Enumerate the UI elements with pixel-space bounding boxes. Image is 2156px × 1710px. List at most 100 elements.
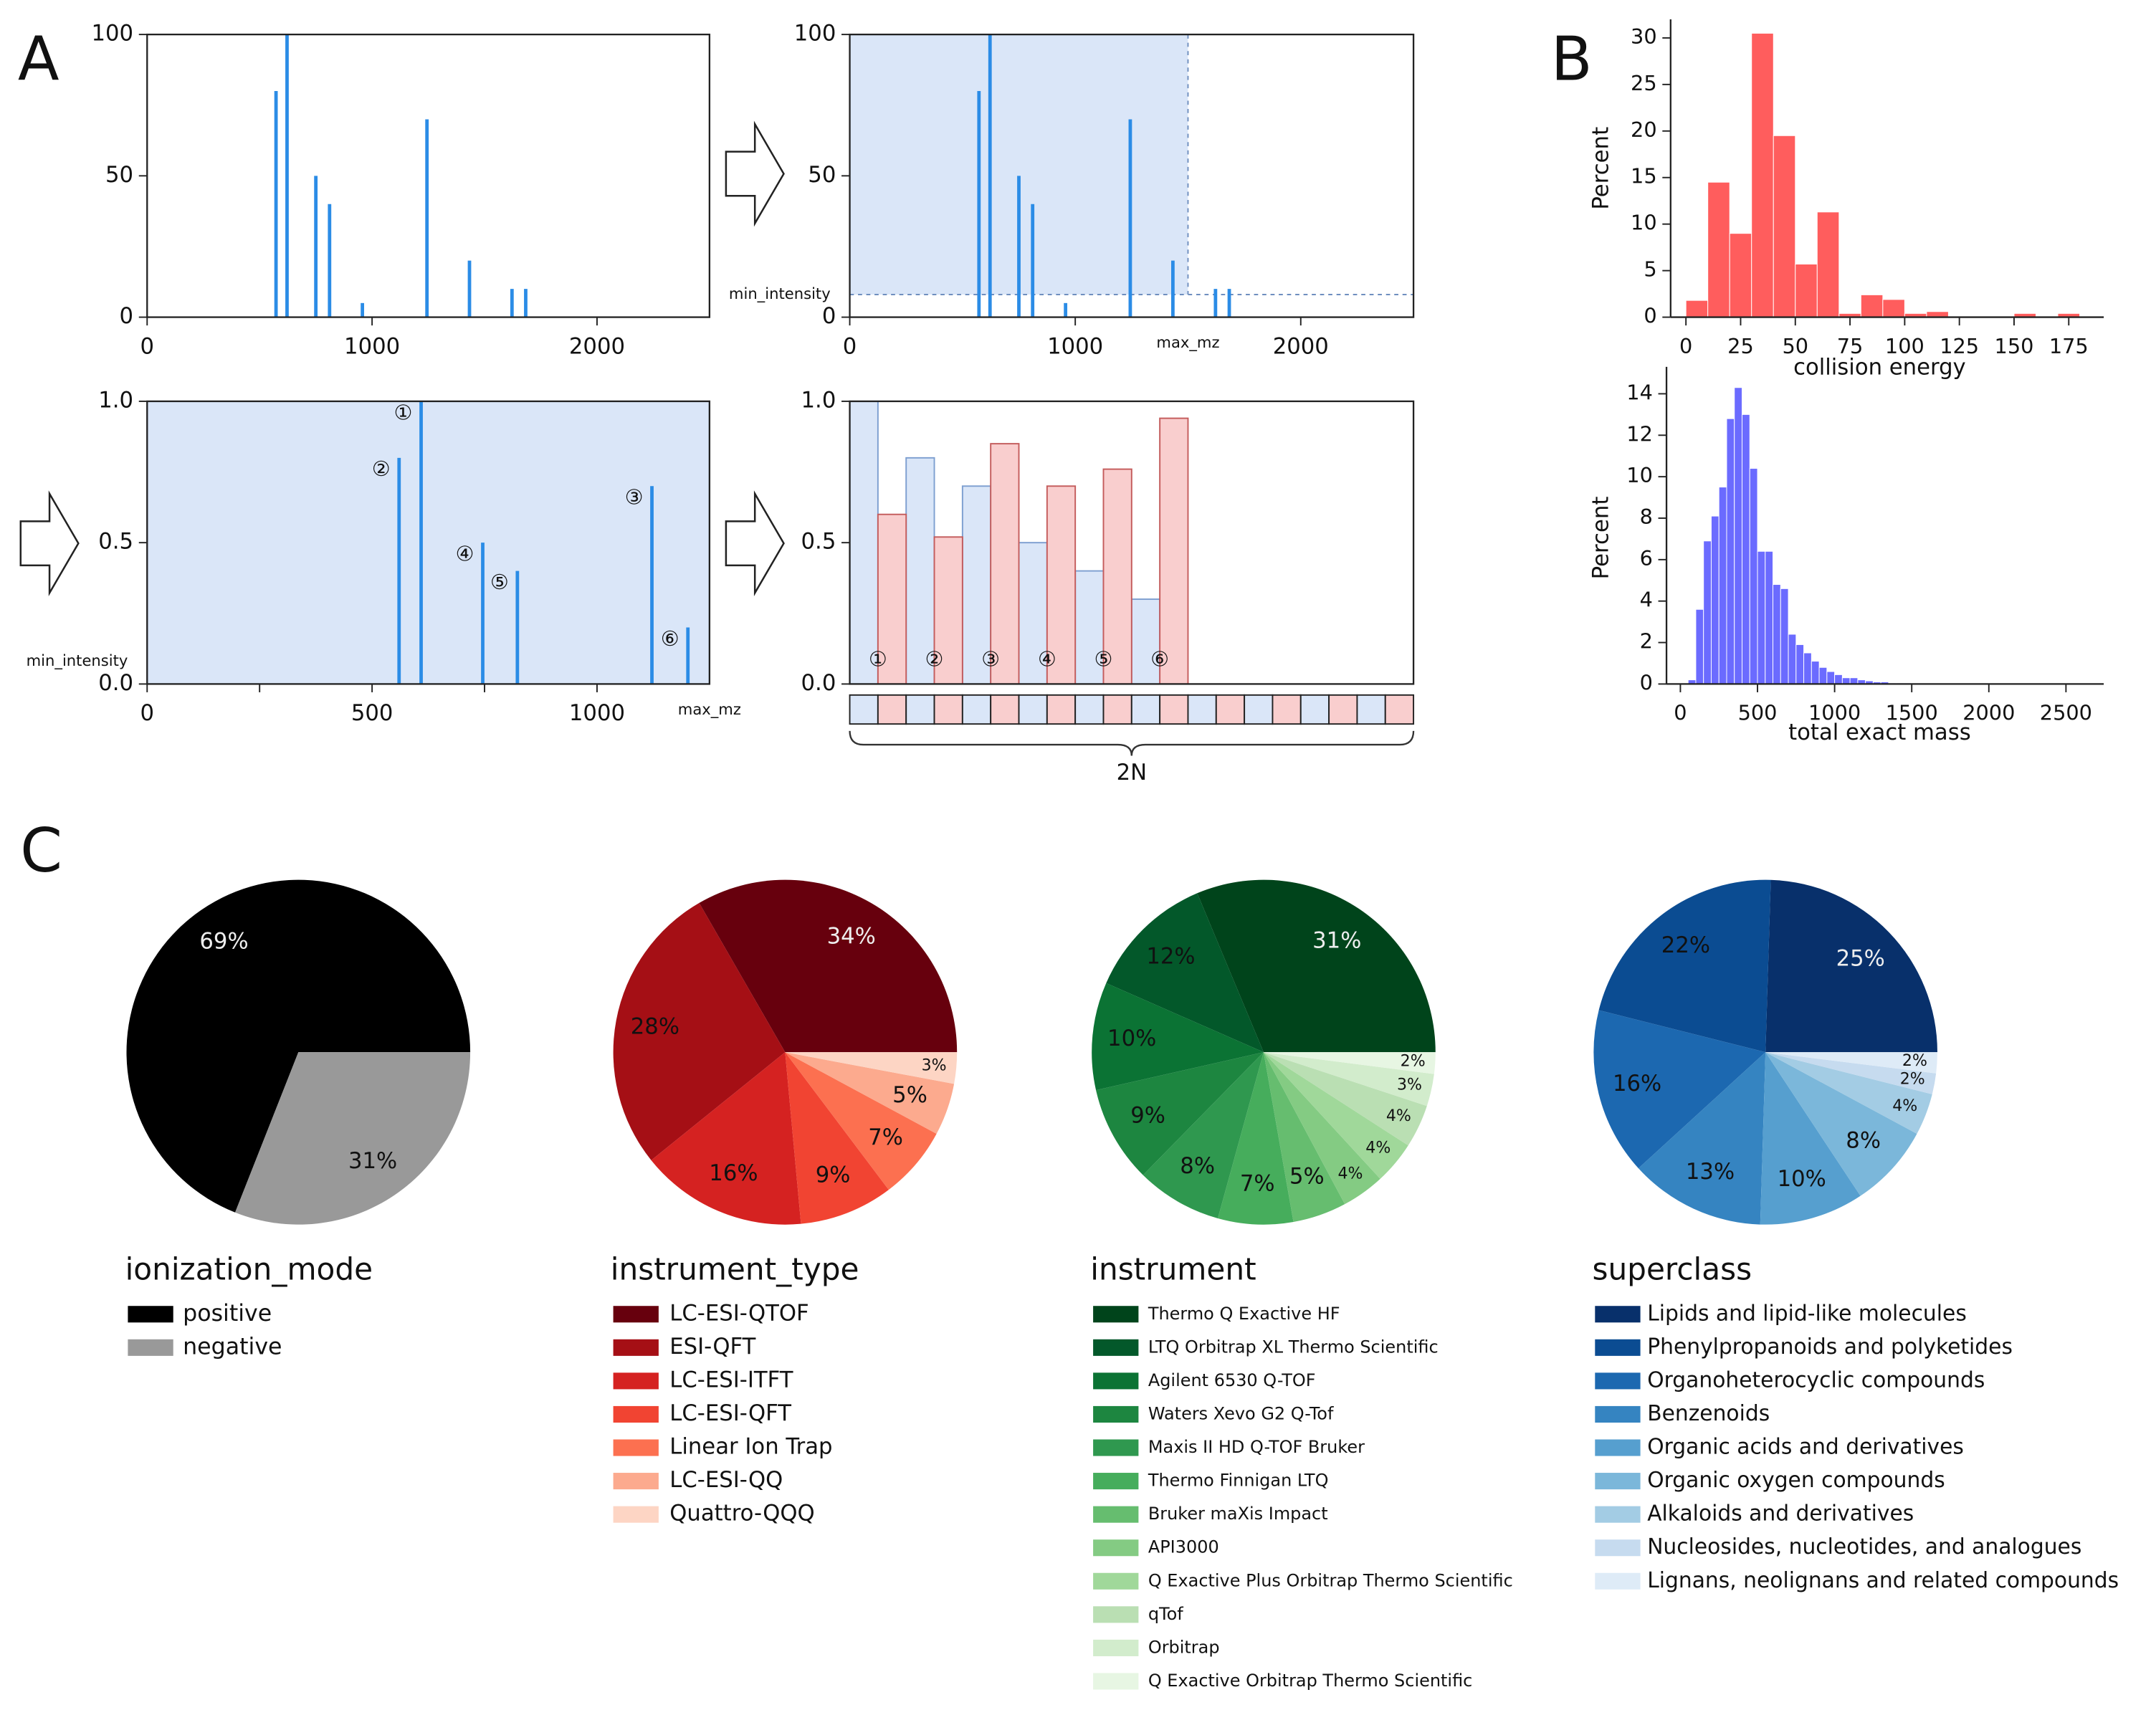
histogram-bar: [1788, 634, 1797, 684]
slice-label: 5%: [1289, 1164, 1325, 1190]
pie-slice: [613, 902, 786, 1160]
legend-label: Organoheterocyclic compounds: [1647, 1367, 1985, 1393]
pie-slice: [1765, 1052, 1937, 1074]
x-axis-label: total exact mass: [1788, 720, 1971, 745]
legend-label: Q Exactive Plus Orbitrap Thermo Scientif…: [1148, 1570, 1513, 1590]
histogram-bar: [1703, 540, 1712, 684]
legend-swatch: [613, 1506, 659, 1523]
pie-slice: [785, 1052, 955, 1134]
legend-swatch: [1093, 1339, 1139, 1356]
legend-swatch: [1595, 1372, 1641, 1390]
pie-slice: [1263, 1052, 1380, 1205]
legend-swatch: [128, 1306, 173, 1323]
arrow: [725, 490, 785, 597]
legend-swatch: [1093, 1306, 1139, 1323]
y-tick-label: 0.5: [98, 529, 133, 555]
y-axis-label: Percent: [1588, 127, 1613, 210]
slice-label: 9%: [816, 1162, 851, 1188]
bar: [849, 400, 879, 685]
vector-cell: [1215, 694, 1246, 725]
x-tick-label: 0: [140, 333, 154, 359]
vector-cell: [1244, 694, 1274, 725]
slice-label: 4%: [1365, 1139, 1391, 1157]
vector-cell: [877, 694, 907, 725]
y-tick-label: 0.0: [801, 670, 836, 696]
histogram-bar: [1710, 515, 1719, 684]
x-tick-label: 500: [1738, 701, 1778, 725]
pie-slice: [1197, 879, 1436, 1053]
vector-length-label: 2N: [1117, 760, 1147, 785]
pie-slice: [1765, 879, 1937, 1053]
pie-slice: [785, 1052, 937, 1190]
slice-label: 22%: [1661, 932, 1710, 958]
peak-label: ①: [394, 400, 413, 424]
pie-slice: [651, 1052, 801, 1225]
vector-cell: [1187, 694, 1217, 725]
vector-cell: [1018, 694, 1048, 725]
peak-label: ⑥: [661, 626, 679, 651]
min-intensity-label: min_intensity: [27, 651, 128, 670]
x-tick-label: 125: [1940, 334, 1979, 358]
slice-label: 25%: [1836, 946, 1885, 972]
legend-label: Thermo Q Exactive HF: [1148, 1304, 1340, 1324]
pie-slice: [785, 1052, 889, 1224]
pair-label: ①: [869, 647, 887, 672]
plot-frame: [146, 33, 711, 318]
vector-cell: [933, 694, 963, 725]
pie-slice: [699, 879, 958, 1053]
x-tick-label: 1000: [1808, 701, 1861, 725]
legend-label: LTQ Orbitrap XL Thermo Scientific: [1148, 1337, 1439, 1357]
pie-slice: [1598, 879, 1771, 1053]
y-tick-label: 5: [1644, 257, 1656, 282]
bar: [990, 443, 1020, 685]
pair-label: ⑤: [1094, 647, 1113, 672]
x-tick-label: 100: [1885, 334, 1924, 358]
legend-swatch: [1093, 1405, 1139, 1423]
x-tick-label: 2000: [1962, 701, 2015, 725]
slice-label: 69%: [199, 928, 248, 954]
bar: [877, 513, 907, 685]
y-tick-label: 0: [1644, 304, 1656, 328]
x-tick-label: 0: [140, 700, 154, 726]
legend-title: instrument: [1090, 1252, 1256, 1287]
y-tick-label: 15: [1631, 164, 1657, 188]
vector-cell: [1046, 694, 1077, 725]
legend-label: Alkaloids and derivatives: [1647, 1501, 1914, 1527]
arrow: [725, 120, 785, 227]
legend-swatch: [613, 1439, 659, 1456]
legend-label: Benzenoids: [1647, 1401, 1770, 1426]
slice-label: 28%: [631, 1014, 679, 1040]
panel-label: A: [18, 24, 59, 94]
bar: [1046, 485, 1077, 685]
legend-label: Bruker maXis Impact: [1148, 1504, 1328, 1524]
peak-label: ③: [625, 485, 644, 510]
plot-frame: [849, 400, 1415, 685]
x-tick-label: 2000: [1273, 333, 1329, 359]
legend-swatch: [613, 1372, 659, 1390]
legend-swatch: [128, 1339, 173, 1356]
panel-label: B: [1551, 24, 1593, 94]
histogram-bar: [1765, 550, 1774, 684]
slice-label: 31%: [1312, 927, 1361, 953]
legend-label: negative: [183, 1334, 282, 1360]
x-tick-label: 1000: [569, 700, 625, 726]
vector-cell: [849, 694, 879, 725]
y-tick-label: 100: [794, 21, 836, 47]
legend-label: LC-ESI-QTOF: [669, 1300, 808, 1326]
legend-swatch: [1093, 1606, 1139, 1623]
legend-title: ionization_mode: [125, 1252, 373, 1287]
histogram-bar: [1818, 667, 1828, 684]
vector-cell: [1130, 694, 1161, 725]
peak-label: ④: [456, 541, 474, 565]
histogram-bar: [1757, 550, 1766, 684]
x-tick-label: 75: [1837, 334, 1864, 358]
histogram-bar: [1707, 181, 1730, 318]
x-tick-label: 1000: [1047, 333, 1103, 359]
pair-label: ③: [981, 647, 1000, 672]
arrow: [19, 490, 80, 597]
legend-swatch: [1093, 1473, 1139, 1490]
legend-swatch: [1595, 1506, 1641, 1523]
histogram-bar: [1795, 264, 1818, 318]
slice-label: 12%: [1146, 944, 1195, 970]
slice-label: 4%: [1338, 1165, 1363, 1183]
